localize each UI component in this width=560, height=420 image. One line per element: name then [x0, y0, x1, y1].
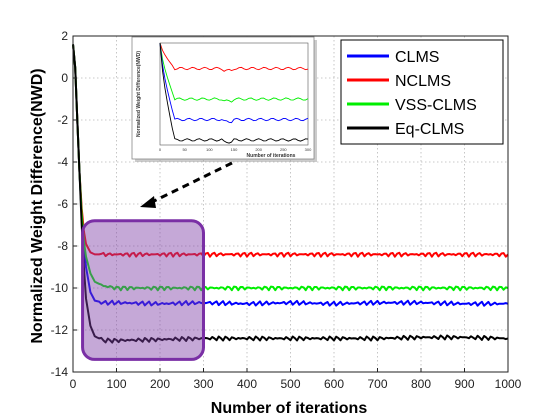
inset-series-line-nclms — [159, 42, 309, 72]
y-tick-label: 2 — [61, 29, 68, 43]
inset-x-tick-label: 250 — [280, 147, 287, 152]
x-tick-label: 500 — [280, 377, 300, 391]
x-tick-label: 300 — [193, 377, 213, 391]
legend-label-vss-clms: VSS-CLMS — [395, 97, 477, 114]
x-axis-label: Number of iterations — [211, 400, 368, 417]
inset-series-line-eq-clms — [159, 42, 309, 144]
x-tick-label: 0 — [70, 377, 77, 391]
series-line-nclms — [72, 44, 509, 258]
inset-x-tick-label: 150 — [231, 147, 238, 152]
inset-y-axis-label: Normalized Weight Difference(NWD) — [136, 51, 142, 137]
legend-label-clms: CLMS — [395, 49, 439, 66]
inset-x-tick-label: 100 — [206, 147, 213, 152]
annotations: 0 50 100 150 200 250 300 Number of iterations No… — [81, 36, 317, 361]
x-tick-label: 900 — [454, 377, 474, 391]
inset-series-line-vss-clms — [159, 42, 309, 103]
y-tick-label: 0 — [61, 71, 68, 85]
series-line-clms — [72, 44, 509, 307]
x-tick-label: 400 — [237, 377, 257, 391]
series-line-vss-clms — [72, 44, 509, 292]
legend: CLMS NCLMS VSS-CLMS Eq-CLMS — [340, 39, 504, 145]
legend-label-nclms: NCLMS — [395, 73, 451, 90]
y-tick-label: -4 — [57, 155, 68, 169]
x-tick-label: 100 — [106, 377, 126, 391]
y-tick-label: -12 — [51, 323, 69, 337]
inset-x-tick-label: 0 — [159, 147, 162, 152]
x-tick-label: 600 — [324, 377, 344, 391]
y-tick-label: -8 — [57, 239, 68, 253]
inset-x-tick-label: 200 — [255, 147, 262, 152]
inset-x-tick-label: 50 — [182, 147, 187, 152]
axes: 0 100 200 300 400 500 600 700 800 900 100020-2-4-6… — [51, 29, 522, 391]
inset-x-axis-label: Number of iterations — [247, 153, 296, 159]
highlight-box — [81, 219, 205, 361]
x-tick-label: 800 — [411, 377, 431, 391]
series-line-eq-clms — [72, 44, 509, 344]
y-tick-label: -10 — [51, 281, 69, 295]
pointer-arrow-line — [149, 161, 233, 205]
y-axis-label: Normalized Weight Difference(NWD) — [29, 68, 46, 343]
y-tick-label: -14 — [51, 365, 69, 379]
pointer-arrow-head — [140, 196, 156, 208]
x-tick-label: 1000 — [495, 377, 522, 391]
series-layer — [72, 44, 509, 344]
inset-series-line-clms — [159, 42, 309, 124]
x-tick-label: 200 — [150, 377, 170, 391]
inset-x-tick-label: 300 — [305, 147, 312, 152]
legend-label-eq-clms: Eq-CLMS — [395, 121, 464, 138]
x-tick-label: 700 — [367, 377, 387, 391]
inset-plot-frame — [159, 42, 309, 146]
y-tick-label: -2 — [57, 113, 68, 127]
y-tick-label: -6 — [57, 197, 68, 211]
